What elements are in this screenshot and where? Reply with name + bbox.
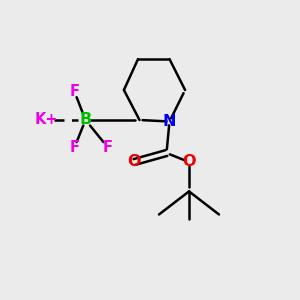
Text: B: B [80, 112, 92, 128]
Text: O: O [182, 154, 196, 169]
Text: O: O [128, 154, 141, 169]
Text: N: N [163, 114, 176, 129]
Text: K+: K+ [35, 112, 58, 128]
Text: F: F [69, 140, 80, 155]
Text: F: F [103, 140, 113, 155]
Text: F: F [69, 84, 80, 99]
